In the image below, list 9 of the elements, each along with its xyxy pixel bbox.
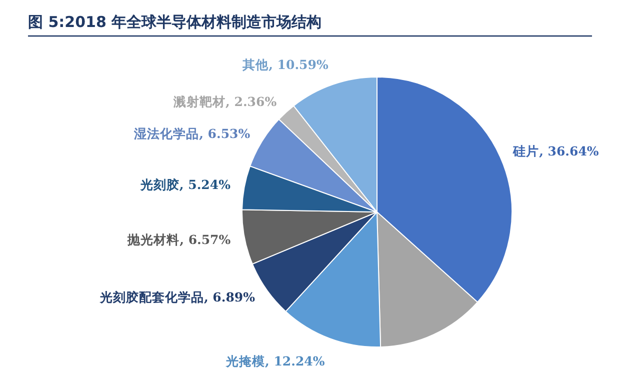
slice-label: 其他, 10.59% xyxy=(242,57,328,72)
slice-label: 光刻胶配套化学品, 6.89% xyxy=(98,290,256,305)
chart-title: 图 5:2018 年全球半导体材料制造市场结构 xyxy=(28,13,322,31)
slice-label: 溅射靶材, 2.36% xyxy=(172,94,277,109)
slice-label: 光掩模, 12.24% xyxy=(225,354,325,369)
slice-label: 硅片, 36.64% xyxy=(512,143,599,158)
slice-label: 抛光材料, 6.57% xyxy=(126,232,231,247)
slice-label: 湿法化学品, 6.53% xyxy=(133,126,250,141)
slice-label: 光刻胶, 5.24% xyxy=(139,177,231,192)
